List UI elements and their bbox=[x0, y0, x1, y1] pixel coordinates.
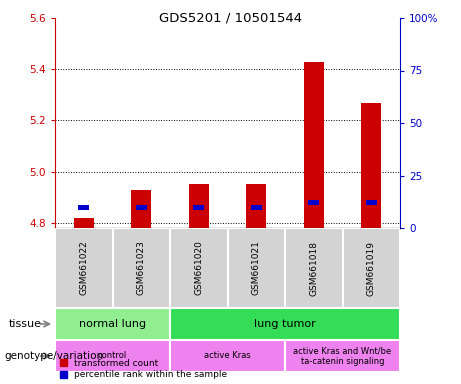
Bar bbox=[251, 205, 262, 210]
Bar bbox=[55, 228, 112, 308]
Text: active Kras: active Kras bbox=[204, 351, 251, 361]
Bar bbox=[170, 308, 400, 340]
Bar bbox=[246, 184, 266, 228]
Bar bbox=[78, 205, 89, 210]
Text: normal lung: normal lung bbox=[79, 319, 146, 329]
Bar bbox=[304, 61, 324, 228]
Bar bbox=[343, 228, 400, 308]
Text: GSM661018: GSM661018 bbox=[309, 240, 318, 296]
Text: genotype/variation: genotype/variation bbox=[5, 351, 104, 361]
Bar bbox=[227, 228, 285, 308]
Text: control: control bbox=[98, 351, 127, 361]
Legend: transformed count, percentile rank within the sample: transformed count, percentile rank withi… bbox=[59, 359, 227, 379]
Text: tissue: tissue bbox=[9, 319, 42, 329]
Bar bbox=[170, 340, 285, 372]
Text: lung tumor: lung tumor bbox=[254, 319, 316, 329]
Bar bbox=[193, 205, 204, 210]
Bar bbox=[131, 190, 151, 228]
Text: GSM661021: GSM661021 bbox=[252, 240, 261, 295]
Text: GSM661020: GSM661020 bbox=[194, 240, 203, 295]
Bar bbox=[285, 228, 343, 308]
Text: GSM661022: GSM661022 bbox=[79, 241, 88, 295]
Bar bbox=[74, 218, 94, 228]
Bar bbox=[285, 340, 400, 372]
Text: GSM661023: GSM661023 bbox=[137, 240, 146, 295]
Bar bbox=[170, 228, 227, 308]
Bar bbox=[366, 200, 377, 205]
Bar bbox=[308, 200, 319, 205]
Bar bbox=[189, 184, 209, 228]
Bar bbox=[136, 205, 147, 210]
Bar bbox=[55, 340, 170, 372]
Bar bbox=[55, 308, 170, 340]
Bar bbox=[361, 103, 381, 228]
Text: active Kras and Wnt/be
ta-catenin signaling: active Kras and Wnt/be ta-catenin signal… bbox=[293, 346, 392, 366]
Bar bbox=[112, 228, 170, 308]
Text: GDS5201 / 10501544: GDS5201 / 10501544 bbox=[159, 12, 302, 25]
Text: GSM661019: GSM661019 bbox=[367, 240, 376, 296]
